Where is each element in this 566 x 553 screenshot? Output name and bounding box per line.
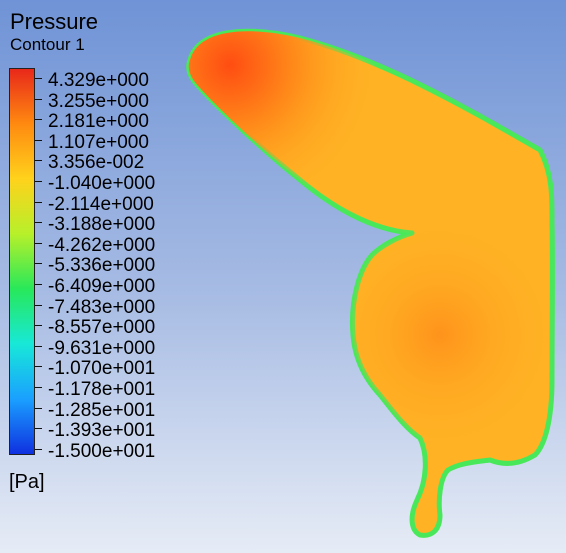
colorbar-tick — [35, 160, 42, 162]
colorbar-label: -1.040e+000 — [48, 172, 156, 194]
colorbar-tick — [35, 284, 42, 285]
colorbar-label: -1.500e+001 — [48, 440, 156, 462]
colorbar-ticks — [35, 68, 43, 455]
colorbar-label: -1.393e+001 — [48, 420, 156, 442]
colorbar-tick — [35, 304, 42, 306]
colorbar-label: 1.107e+000 — [48, 131, 149, 153]
colorbar-label: -6.409e+000 — [48, 275, 156, 297]
colorbar-tick — [35, 222, 42, 224]
legend-colorbar — [9, 68, 35, 455]
colorbar-label: -5.336e+000 — [48, 255, 156, 277]
colorbar-label: -1.070e+001 — [48, 358, 156, 380]
legend-subtitle: Contour 1 — [10, 35, 85, 54]
colorbar-label: -2.114e+000 — [48, 193, 154, 215]
colorbar-label: -3.188e+000 — [48, 214, 156, 236]
colorbar-tick — [35, 98, 42, 100]
colorbar-tick — [35, 139, 42, 141]
colorbar-label: 3.255e+000 — [48, 90, 149, 112]
colorbar-label: -4.262e+000 — [48, 234, 156, 256]
colorbar-tick — [35, 428, 42, 430]
legend-title: Pressure — [10, 9, 99, 34]
colorbar-tick — [35, 387, 42, 388]
colorbar-tick — [35, 181, 42, 182]
colorbar-labels: 4.329e+000 3.255e+000 2.181e+000 1.107e+… — [48, 70, 198, 462]
colorbar-tick — [35, 448, 42, 450]
colorbar-label: 3.356e-002 — [48, 152, 145, 174]
colorbar-tick — [35, 366, 42, 368]
colorbar-label: -8.557e+000 — [48, 317, 156, 339]
colorbar-tick — [35, 345, 42, 347]
colorbar-label: 2.181e+000 — [48, 111, 149, 133]
colorbar-label: -1.178e+001 — [48, 378, 156, 400]
colorbar-label: -1.285e+001 — [48, 399, 156, 421]
legend-units: [Pa] — [9, 471, 45, 493]
colorbar-label: -7.483e+000 — [48, 296, 156, 318]
colorbar-tick — [35, 119, 42, 121]
colorbar-tick — [35, 407, 42, 409]
colorbar-tick — [35, 242, 42, 244]
colorbar-tick — [35, 201, 42, 203]
colorbar-tick — [35, 263, 42, 265]
colorbar-label: -9.631e+000 — [48, 337, 156, 359]
colorbar-tick — [35, 325, 42, 327]
colorbar-label: 4.329e+000 — [48, 70, 149, 91]
colorbar-tick — [35, 78, 42, 79]
